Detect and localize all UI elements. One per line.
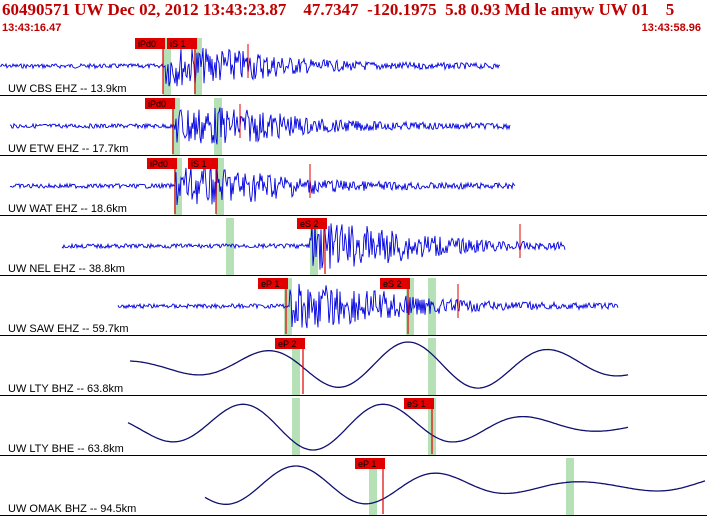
- phase-pick-label: iPd0: [150, 159, 168, 169]
- phase-pick-flag[interactable]: [355, 458, 385, 469]
- phase-pick-label: eP 2: [278, 339, 296, 349]
- trace-panel[interactable]: eS 1 UW LTY BHE -- 63.8km: [0, 398, 707, 456]
- station-label: UW NEL EHZ -- 38.8km: [8, 263, 125, 275]
- phase-pick-label: iPd0: [148, 99, 166, 109]
- trace-panel[interactable]: eP 1 eS 2 UW SAW EHZ -- 59.7km: [0, 278, 707, 336]
- phase-pick-flag[interactable]: [297, 218, 327, 229]
- trace-panel[interactable]: iPd0 UW ETW EHZ -- 17.7km: [0, 98, 707, 156]
- phase-pick-flag[interactable]: [147, 158, 177, 169]
- phase-pick-label: eS 2: [383, 279, 402, 289]
- station-label: UW ETW EHZ -- 17.7km: [8, 143, 128, 155]
- waveform-trace: [117, 283, 619, 329]
- theoretical-arrival-window: [174, 158, 182, 215]
- phase-pick-flag[interactable]: [167, 38, 197, 49]
- phase-pick-flag[interactable]: [135, 38, 165, 49]
- theoretical-arrival-window: [292, 398, 300, 455]
- waveform-trace: [127, 403, 629, 451]
- station-label: UW WAT EHZ -- 18.6km: [8, 203, 127, 215]
- station-label: UW SAW EHZ -- 59.7km: [8, 323, 129, 335]
- theoretical-arrival-window: [292, 338, 300, 395]
- trace-panel[interactable]: eS 2 UW NEL EHZ -- 38.8km: [0, 218, 707, 276]
- waveform-trace: [204, 465, 706, 505]
- phase-pick-label: eS 1: [407, 399, 426, 409]
- event-title: 60490571 UW Dec 02, 2012 13:43:23.87 47.…: [2, 0, 675, 19]
- phase-pick-flag[interactable]: [380, 278, 410, 289]
- start-time: 13:43:16.47: [2, 22, 62, 34]
- theoretical-arrival-window: [566, 458, 574, 515]
- phase-pick-flag[interactable]: [404, 398, 434, 409]
- phase-pick-label: iPd0: [138, 39, 156, 49]
- seismogram-plot[interactable]: iPd0 iS 1 UW CBS EHZ -- 13.9km iPd0 UW ETW E…: [0, 36, 707, 518]
- theoretical-arrival-window: [226, 218, 234, 275]
- phase-pick-flag[interactable]: [145, 98, 175, 109]
- theoretical-arrival-window: [163, 38, 171, 95]
- trace-panel[interactable]: eP 1 UW OMAK BHZ -- 94.5km: [0, 458, 707, 516]
- theoretical-arrival-window: [406, 278, 414, 335]
- phase-pick-label: eP 1: [358, 459, 376, 469]
- phase-pick-label: iS 1: [170, 39, 186, 49]
- phase-pick-flag[interactable]: [275, 338, 305, 349]
- phase-pick-label: eS 2: [300, 219, 319, 229]
- station-label: UW LTY BHE -- 63.8km: [8, 443, 124, 455]
- waveform-trace: [129, 341, 629, 389]
- phase-pick-flag[interactable]: [188, 158, 218, 169]
- theoretical-arrival-window: [428, 338, 436, 395]
- phase-pick-label: iS 1: [191, 159, 207, 169]
- trace-panel[interactable]: eP 2 UW LTY BHZ -- 63.8km: [0, 338, 707, 396]
- phase-pick-label: eP 1: [261, 279, 279, 289]
- station-label: UW LTY BHZ -- 63.8km: [8, 383, 123, 395]
- waveform-trace: [0, 47, 501, 87]
- station-label: UW CBS EHZ -- 13.9km: [8, 83, 127, 95]
- trace-panel[interactable]: iPd0 iS 1 UW WAT EHZ -- 18.6km: [0, 158, 707, 216]
- waveform-trace: [9, 166, 516, 206]
- waveform-trace: [61, 222, 566, 270]
- theoretical-arrival-window: [428, 278, 436, 335]
- waveform-trace: [9, 107, 511, 145]
- end-time: 13:43:58.96: [641, 22, 701, 34]
- theoretical-arrival-window: [369, 458, 377, 515]
- record-header: 60490571 UW Dec 02, 2012 13:43:23.87 47.…: [0, 0, 707, 36]
- phase-pick-flag[interactable]: [258, 278, 288, 289]
- trace-panel[interactable]: iPd0 iS 1 UW CBS EHZ -- 13.9km: [0, 38, 707, 96]
- station-label: UW OMAK BHZ -- 94.5km: [8, 503, 136, 515]
